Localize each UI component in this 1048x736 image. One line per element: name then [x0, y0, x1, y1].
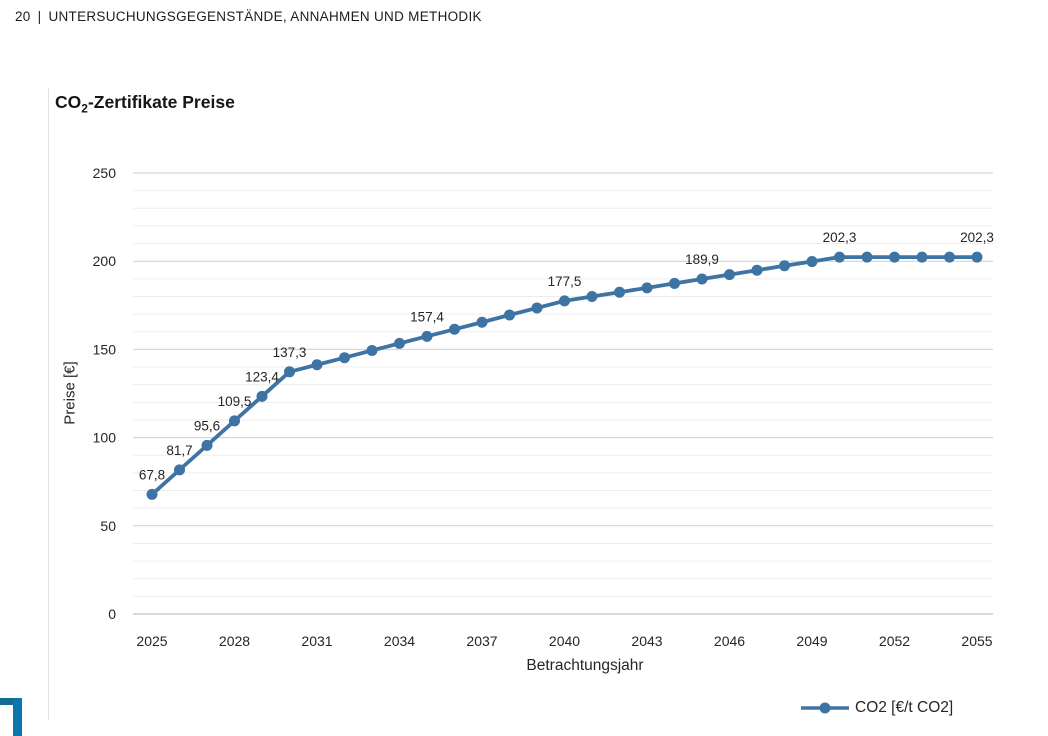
x-tick-label: 2028	[219, 633, 250, 649]
data-point-marker	[504, 309, 515, 321]
legend: CO2 [€/t CO2]	[800, 699, 953, 717]
x-tick-label: 2034	[384, 633, 415, 649]
data-point-marker	[201, 439, 213, 451]
chart-title-subscript: 2	[81, 101, 88, 116]
data-point-marker	[779, 260, 790, 272]
x-tick-label: 2040	[549, 633, 580, 649]
header-title: UNTERSUCHUNGSGEGENSTÄNDE, ANNAHMEN UND M…	[48, 9, 482, 24]
page-number: 20	[15, 9, 31, 24]
legend-line-marker-icon	[801, 702, 849, 714]
page-header: 20 | UNTERSUCHUNGSGEGENSTÄNDE, ANNAHMEN UN…	[15, 9, 482, 24]
data-label: 123,4	[245, 369, 279, 384]
data-point-marker	[146, 488, 158, 500]
x-tick-label: 2046	[714, 633, 745, 649]
data-label: 157,4	[410, 309, 444, 324]
data-point-marker	[861, 251, 873, 263]
data-label: 95,6	[194, 418, 220, 433]
data-label: 177,5	[548, 274, 582, 289]
y-axis-title: Preise [€]	[61, 361, 79, 425]
data-label: 189,9	[685, 252, 719, 267]
data-point-marker	[641, 282, 653, 294]
y-tick-label: 50	[100, 518, 116, 534]
x-tick-label: 2052	[879, 633, 910, 649]
data-point-marker	[531, 302, 543, 314]
data-point-marker	[751, 264, 763, 276]
data-point-marker	[971, 251, 983, 263]
data-point-marker	[806, 256, 818, 268]
y-tick-label: 100	[93, 430, 117, 446]
chart-title-co: CO	[55, 92, 82, 112]
data-point-marker	[916, 251, 928, 263]
legend-label: CO2 [€/t CO2]	[855, 699, 954, 716]
corner-decoration-top-bar	[0, 698, 22, 705]
data-label: 202,3	[823, 230, 857, 245]
data-label: 81,7	[166, 443, 192, 458]
data-point-marker	[614, 286, 625, 298]
data-point-marker	[696, 273, 708, 285]
data-label: 202,3	[960, 230, 994, 245]
x-tick-label: 2043	[631, 633, 662, 649]
data-point-marker	[834, 251, 845, 263]
y-tick-label: 0	[108, 606, 116, 622]
y-tick-label: 150	[93, 341, 117, 357]
y-tick-label: 200	[93, 253, 117, 269]
data-point-marker	[669, 277, 680, 289]
data-point-marker	[889, 251, 900, 263]
data-point-marker	[944, 251, 955, 263]
data-label: 109,5	[218, 394, 252, 409]
data-point-marker	[449, 323, 460, 335]
header-separator: |	[37, 9, 42, 24]
x-tick-label: 2049	[796, 633, 827, 649]
data-point-marker	[476, 316, 488, 328]
x-tick-label: 2055	[961, 633, 992, 649]
data-point-marker	[284, 366, 295, 378]
y-tick-label: 250	[93, 165, 117, 181]
x-tick-label: 2031	[301, 633, 332, 649]
chart-title: CO2-Zertifikate Preise	[55, 92, 235, 116]
data-label: 137,3	[273, 345, 307, 360]
data-point-marker	[366, 344, 378, 356]
data-point-marker	[559, 295, 570, 307]
corner-decoration-side-bar	[13, 698, 22, 736]
data-point-marker	[174, 464, 185, 476]
data-point-marker	[724, 269, 735, 281]
data-point-marker	[586, 290, 598, 302]
figure-left-rule	[48, 88, 49, 720]
x-tick-label: 2037	[466, 633, 497, 649]
data-point-marker	[339, 352, 350, 364]
data-point-marker	[256, 390, 268, 402]
chart-title-rest: -Zertifikate Preise	[87, 92, 235, 112]
data-point-marker	[311, 359, 323, 371]
x-axis-title: Betrachtungsjahr	[526, 657, 644, 674]
data-label: 67,8	[139, 467, 165, 482]
data-point-marker	[229, 415, 240, 427]
data-point-marker	[421, 330, 433, 342]
x-tick-label: 2025	[136, 633, 167, 649]
data-point-marker	[394, 337, 405, 349]
